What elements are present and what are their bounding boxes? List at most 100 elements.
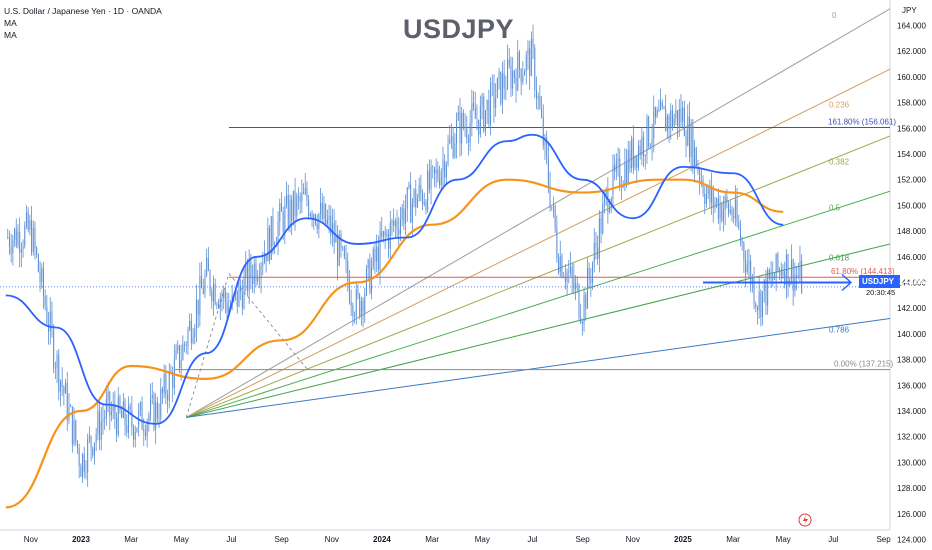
candle-body <box>677 110 679 127</box>
candle-body <box>739 228 741 241</box>
candle-body <box>309 214 311 216</box>
candle-body <box>427 170 429 211</box>
candle-body <box>411 202 413 223</box>
candle-body <box>433 167 435 174</box>
fib-fan-line <box>186 190 891 418</box>
candle-body <box>78 448 80 466</box>
candle-body <box>532 38 534 48</box>
candle-body <box>90 436 92 448</box>
candle-body <box>726 196 728 203</box>
candle-body <box>578 285 580 318</box>
candle-body <box>367 259 369 269</box>
candle-body <box>493 83 495 108</box>
candle-body <box>760 291 762 318</box>
candle-body <box>114 404 116 418</box>
candle-body <box>712 187 714 208</box>
candle-body <box>801 260 803 293</box>
candle-body <box>112 404 114 412</box>
candle-body <box>554 205 556 229</box>
candle-body <box>238 285 240 307</box>
candle-body <box>308 200 310 216</box>
ma-indicator-2[interactable]: MA <box>4 30 17 40</box>
candle-body <box>452 136 454 158</box>
candle-body <box>617 158 619 162</box>
y-tick-label: 152.000 <box>897 176 926 185</box>
candle-body <box>461 112 463 144</box>
y-tick-label: 124.000 <box>897 536 926 545</box>
candle-body <box>323 204 325 219</box>
candle-body <box>466 127 468 139</box>
candle-body <box>46 306 48 325</box>
candle-body <box>124 400 126 426</box>
candle-body <box>311 214 313 220</box>
candle-body <box>505 87 507 90</box>
fib-fan-label: 0.236 <box>829 101 850 110</box>
candle-body <box>99 411 101 440</box>
tradingview-bolt-icon <box>798 513 812 527</box>
y-tick-label: 164.000 <box>897 22 926 31</box>
candle-body <box>280 203 282 212</box>
candle-body <box>603 194 605 204</box>
candle-body <box>287 195 289 227</box>
candle-body <box>772 274 774 280</box>
candle-body <box>161 388 163 394</box>
candle-body <box>31 220 33 253</box>
y-tick-label: 158.000 <box>897 99 926 108</box>
candle-body <box>716 198 718 203</box>
candle-body <box>17 231 19 246</box>
last-price-tag: USDJPY 143.662 <box>859 275 928 288</box>
candle-body <box>462 112 464 127</box>
candle-body <box>551 206 553 209</box>
candle-body <box>316 223 318 230</box>
candle-body <box>547 156 549 186</box>
fib-fan-label: 0.382 <box>829 157 850 166</box>
candle-body <box>236 290 238 307</box>
candle-body <box>144 432 146 436</box>
candle-body <box>683 107 685 137</box>
candle-body <box>687 116 689 146</box>
bolt-circle <box>798 513 812 527</box>
candle-body <box>620 186 622 188</box>
candle-body <box>440 171 442 186</box>
candle-body <box>388 233 390 249</box>
candle-body <box>753 276 755 304</box>
candle-body <box>160 388 162 419</box>
x-tick-label: Sep <box>575 535 590 544</box>
candle-body <box>765 279 767 306</box>
candle-body <box>410 184 412 223</box>
candle-body <box>167 395 169 401</box>
candle-body <box>496 77 498 98</box>
candle-body <box>770 274 772 279</box>
candle-body <box>252 276 254 284</box>
candle-body <box>406 187 408 209</box>
x-tick-label: 2023 <box>72 535 90 544</box>
ma-indicator-1[interactable]: MA <box>4 18 17 28</box>
candle-body <box>524 72 526 76</box>
candle-body <box>37 254 39 272</box>
candle-body <box>282 211 284 233</box>
y-tick-label: 156.000 <box>897 124 926 133</box>
candle-body <box>680 108 682 122</box>
candle-body <box>39 271 41 282</box>
candle-body <box>660 101 662 111</box>
candle-body <box>512 70 514 89</box>
candle-body <box>263 253 265 263</box>
candle-body <box>508 59 510 66</box>
candle-body <box>374 248 376 262</box>
candle-body <box>369 259 371 293</box>
candle-body <box>435 169 437 174</box>
candle-body <box>80 465 82 477</box>
candle-body <box>780 269 782 276</box>
y-tick-label: 154.000 <box>897 150 926 159</box>
y-tick-label: 136.000 <box>897 381 926 390</box>
candle-body <box>609 208 611 213</box>
candle-body <box>748 260 750 265</box>
candle-body <box>68 406 70 421</box>
x-tick-label: Sep <box>275 535 290 544</box>
candle-body <box>126 425 128 433</box>
candle-body <box>561 255 563 277</box>
candle-body <box>195 299 197 329</box>
candle-body <box>566 271 568 282</box>
candle-body <box>22 245 24 250</box>
